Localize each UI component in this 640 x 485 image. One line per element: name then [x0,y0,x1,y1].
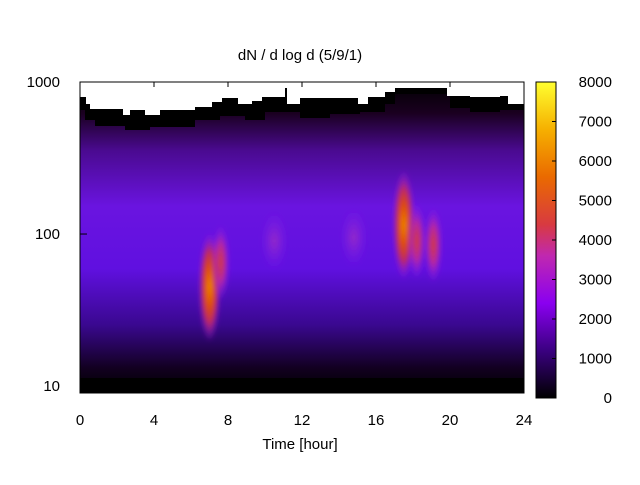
x-tick-label: 4 [150,412,158,429]
y-axis: 10 100 1000 [27,74,87,395]
x-tick-label: 24 [516,412,533,429]
chart-title: dN / d log d (5/9/1) [238,47,362,64]
x-tick-label: 0 [76,412,84,429]
heatmap-hotspot [260,210,289,271]
x-axis: 0 4 8 12 16 20 24 [76,82,533,429]
lower-cutoff-region [80,378,524,393]
colorbar-tick-label: 2000 [579,311,612,328]
heatmap-hotspot [339,207,368,268]
colorbar-tick-label: 4000 [579,232,612,249]
x-axis-label: Time [hour] [262,436,337,453]
colorbar-tick-label: 5000 [579,193,612,210]
colorbar-tick-label: 3000 [579,272,612,289]
colorbar-tick-label: 8000 [579,74,612,91]
x-tick-label: 16 [368,412,385,429]
colorbar-tick-label: 1000 [579,351,612,368]
x-tick-label: 12 [294,412,311,429]
heatmap-hotspot [424,206,443,283]
upper-cutoff-white [80,82,524,115]
y-tick-label: 100 [35,226,60,243]
heatmap-hotspot [407,202,426,279]
plot-area [80,82,524,393]
x-tick-label: 20 [442,412,459,429]
y-tick-label: 1000 [27,74,60,91]
heatmap-background [80,82,524,393]
colorbar-axis: 0 1000 2000 3000 4000 5000 6000 7000 8000 [552,74,612,407]
heatmap-hotspot [211,224,230,301]
colorbar-tick-label: 6000 [579,153,612,170]
colorbar-tick-label: 0 [604,390,612,407]
x-tick-label: 8 [224,412,232,429]
y-tick-label: 10 [43,378,60,395]
colorbar-tick-label: 7000 [579,114,612,131]
